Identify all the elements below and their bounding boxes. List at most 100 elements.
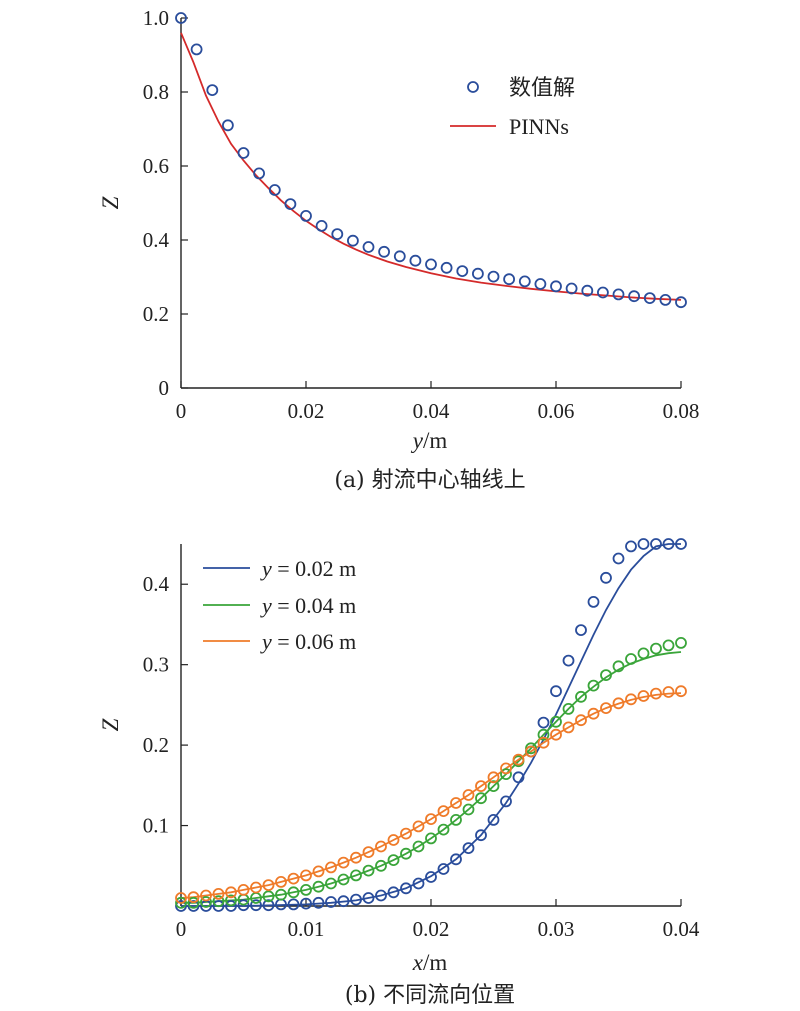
data-point-b-0 [575, 624, 587, 636]
legend-label-y002: y = 0.02 m [260, 556, 356, 581]
x-tick-label-a: 0 [176, 399, 187, 423]
data-point-b-1 [650, 642, 662, 655]
series-lines-b [180, 543, 682, 907]
data-point-a-0 [675, 296, 687, 309]
data-point-b-1 [262, 890, 275, 903]
caption-b: (b) 不同流向位置 [345, 983, 515, 1008]
y-axis-label-a: Z [98, 196, 123, 209]
legend-label-y006: y = 0.06 m [260, 629, 356, 654]
data-point-a-0 [300, 209, 312, 222]
data-point-a-0 [440, 261, 453, 274]
data-point-b-1 [525, 742, 537, 755]
data-point-b-0 [462, 842, 475, 854]
data-point-b-0 [487, 814, 500, 826]
data-point-b-2 [500, 762, 512, 775]
data-point-a-0 [175, 12, 187, 24]
x-tick-label-b: 0.03 [538, 917, 575, 941]
data-point-b-1 [337, 873, 350, 886]
x-tick-label-b: 0.02 [413, 917, 450, 941]
tick-labels-b: 0 0.01 0.02 0.03 0.04 0.1 0.2 0.3 0.4 [143, 572, 700, 941]
legend-rest-y002: = 0.02 m [272, 556, 357, 581]
data-point-b-2 [462, 789, 475, 801]
data-point-b-2 [512, 753, 525, 766]
data-point-b-0 [612, 552, 625, 565]
data-point-b-1 [412, 840, 425, 853]
data-point-b-0 [437, 863, 450, 875]
y-tick-label-b: 0.1 [143, 814, 169, 838]
data-point-b-1 [325, 877, 337, 890]
data-point-b-2 [450, 797, 462, 809]
data-point-b-2 [650, 687, 662, 700]
data-point-b-0 [425, 871, 437, 883]
data-point-b-2 [550, 728, 562, 741]
data-point-b-0 [400, 882, 412, 895]
data-point-b-2 [662, 686, 675, 698]
data-point-b-2 [575, 714, 587, 727]
data-point-b-1 [387, 854, 400, 866]
data-point-b-1 [637, 647, 650, 660]
data-point-b-2 [337, 856, 350, 869]
data-point-a-0 [393, 250, 406, 263]
x-tick-label-b: 0.04 [663, 917, 700, 941]
data-point-b-1 [225, 894, 237, 907]
data-point-b-2 [375, 840, 387, 853]
data-point-b-0 [537, 716, 550, 729]
data-point-a-0 [253, 167, 266, 180]
data-point-b-0 [625, 540, 637, 553]
legend-a: 数值解 PINNs [450, 76, 575, 139]
data-point-b-0 [675, 538, 687, 550]
data-point-b-1 [187, 896, 200, 909]
legend-label-pinns: PINNs [509, 114, 569, 139]
x-axis-label-unit-a: /m [423, 428, 447, 453]
data-point-a-0 [284, 198, 297, 211]
data-point-b-1 [662, 639, 675, 652]
legend-rest-y004: = 0.04 m [272, 593, 357, 618]
chart-panel-b: 0 0.01 0.02 0.03 0.04 0.1 0.2 0.3 0.4 x/m Z (b) … [98, 538, 700, 1008]
data-point-b-0 [175, 900, 187, 912]
tick-labels-a: 0 0.02 0.04 0.06 0.08 0 0.2 0.4 0.6 0.8 1.0 [143, 6, 700, 423]
data-point-b-0 [187, 900, 200, 912]
data-point-a-0 [206, 84, 219, 96]
data-point-b-1 [475, 792, 487, 805]
data-point-a-0 [190, 43, 203, 56]
data-point-a-0 [221, 119, 234, 132]
data-point-b-0 [650, 538, 662, 550]
data-point-b-2 [412, 820, 425, 833]
data-point-a-0 [471, 267, 484, 280]
data-point-b-2 [612, 697, 625, 710]
data-point-b-2 [200, 889, 212, 902]
data-point-b-1 [462, 803, 475, 816]
data-point-a-0 [268, 184, 281, 196]
data-point-a-0 [456, 265, 469, 278]
data-point-b-2 [325, 861, 337, 874]
data-point-b-2 [475, 780, 487, 792]
data-point-b-1 [312, 880, 325, 893]
data-point-b-2 [275, 876, 287, 888]
data-point-b-1 [362, 864, 375, 877]
data-point-b-2 [287, 872, 300, 885]
data-point-b-2 [425, 813, 437, 825]
x-axis-label-a: y/m [411, 428, 448, 453]
data-point-b-0 [312, 896, 325, 909]
y-tick-label-b: 0.4 [143, 572, 170, 596]
data-point-b-1 [375, 859, 387, 872]
data-point-b-0 [412, 877, 425, 890]
data-point-b-1 [562, 703, 575, 715]
x-tick-label-a: 0.08 [663, 399, 700, 423]
data-point-b-0 [662, 538, 675, 550]
legend-b: y = 0.02 m y = 0.04 m y = 0.06 m [203, 556, 356, 654]
data-point-b-1 [600, 669, 612, 681]
axes-b [180, 544, 682, 907]
x-tick-label-a: 0.04 [413, 399, 450, 423]
data-point-b-2 [225, 886, 237, 899]
y-axis-label-b: Z [98, 718, 123, 731]
data-point-b-0 [250, 899, 262, 912]
data-point-b-2 [562, 721, 575, 734]
data-point-b-2 [300, 869, 312, 882]
data-point-b-1 [400, 847, 412, 860]
data-point-b-0 [212, 900, 225, 912]
series-line-b-0 [181, 543, 681, 907]
data-point-a-0 [534, 278, 547, 290]
data-point-b-0 [387, 886, 400, 899]
